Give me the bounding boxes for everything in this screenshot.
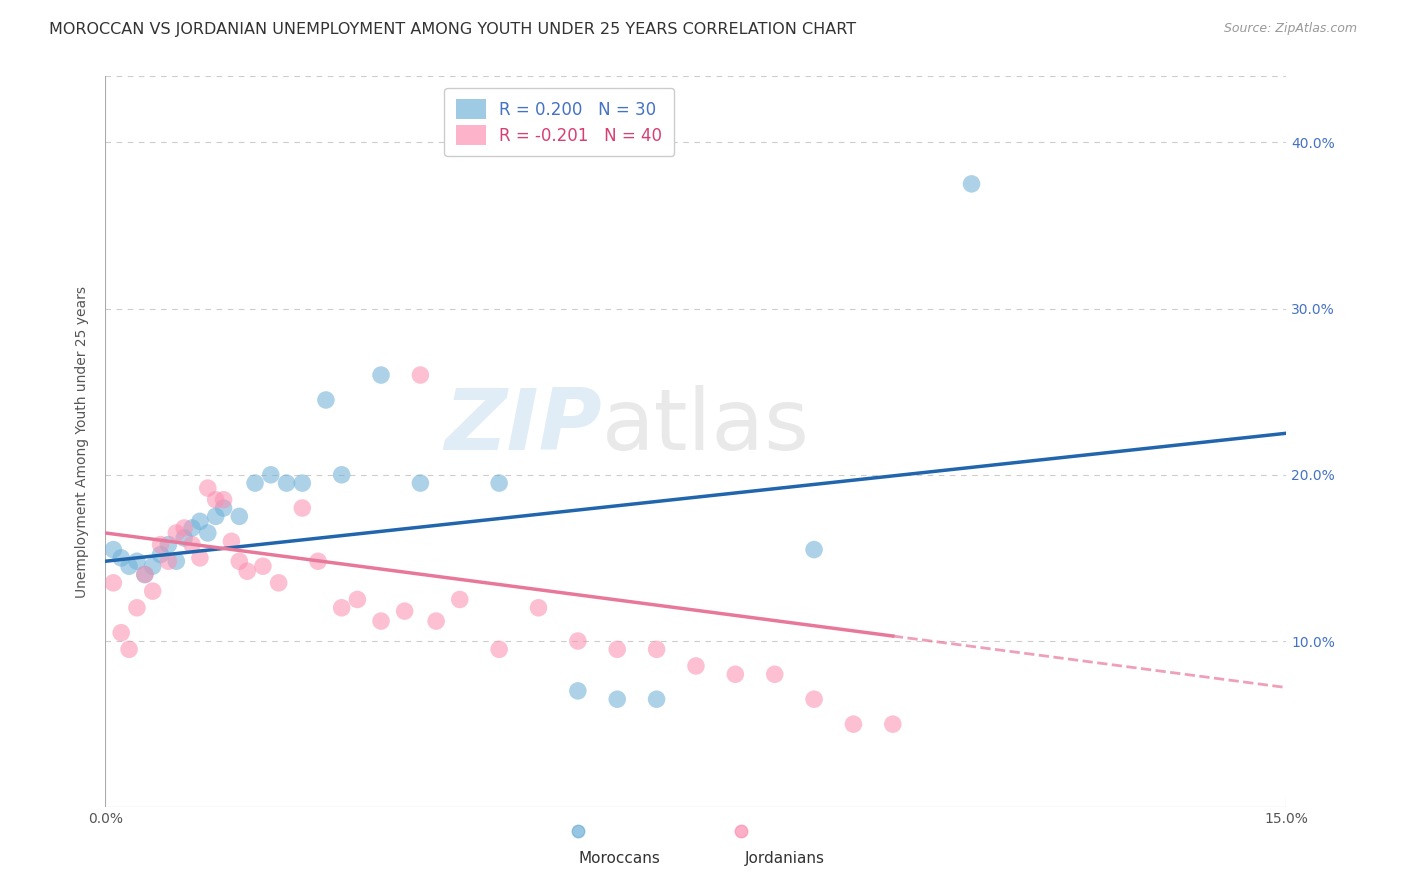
Text: Source: ZipAtlas.com: Source: ZipAtlas.com	[1223, 22, 1357, 36]
Point	[370, 368, 392, 382]
Point	[394, 604, 416, 618]
Point	[960, 177, 983, 191]
Point	[228, 509, 250, 524]
Point	[221, 534, 243, 549]
Point	[103, 575, 125, 590]
Point	[228, 554, 250, 568]
Point	[149, 538, 172, 552]
Text: Moroccans: Moroccans	[578, 851, 661, 866]
Point	[243, 476, 266, 491]
Point	[157, 538, 180, 552]
Point	[645, 692, 668, 706]
Point	[188, 550, 211, 565]
Point	[110, 625, 132, 640]
Text: atlas: atlas	[602, 385, 810, 468]
Point	[118, 559, 141, 574]
Point	[188, 514, 211, 528]
Point	[267, 575, 290, 590]
Point	[118, 642, 141, 657]
Point	[803, 692, 825, 706]
Legend: R = 0.200   N = 30, R = -0.201   N = 40: R = 0.200 N = 30, R = -0.201 N = 40	[444, 87, 673, 156]
Point	[291, 501, 314, 516]
Point	[142, 584, 165, 599]
Y-axis label: Unemployment Among Youth under 25 years: Unemployment Among Youth under 25 years	[76, 285, 90, 598]
Point	[110, 550, 132, 565]
Point	[567, 634, 589, 648]
Point	[276, 476, 298, 491]
Point	[763, 667, 786, 681]
Point	[165, 554, 187, 568]
Point	[291, 476, 314, 491]
Point	[330, 600, 353, 615]
Point	[645, 642, 668, 657]
Point	[212, 501, 235, 516]
Point	[330, 467, 353, 482]
Point	[197, 525, 219, 540]
Point	[527, 600, 550, 615]
Point	[173, 521, 195, 535]
Point	[724, 667, 747, 681]
Point	[165, 525, 187, 540]
Point	[425, 614, 447, 628]
Point	[685, 659, 707, 673]
Point	[346, 592, 368, 607]
Point	[449, 592, 471, 607]
Point	[606, 692, 628, 706]
Point	[204, 509, 226, 524]
Point	[173, 531, 195, 545]
Point	[882, 717, 904, 731]
Point	[409, 368, 432, 382]
Point	[134, 567, 156, 582]
Point	[204, 492, 226, 507]
Point	[488, 642, 510, 657]
Text: Jordanians: Jordanians	[745, 851, 824, 866]
Point	[307, 554, 329, 568]
Point	[157, 554, 180, 568]
Text: ZIP: ZIP	[444, 385, 602, 468]
Point	[142, 559, 165, 574]
Point	[125, 554, 148, 568]
Text: MOROCCAN VS JORDANIAN UNEMPLOYMENT AMONG YOUTH UNDER 25 YEARS CORRELATION CHART: MOROCCAN VS JORDANIAN UNEMPLOYMENT AMONG…	[49, 22, 856, 37]
Point	[567, 684, 589, 698]
Point	[125, 600, 148, 615]
Point	[103, 542, 125, 557]
Point	[315, 392, 337, 407]
Point	[803, 542, 825, 557]
Point	[236, 564, 259, 578]
Point	[606, 642, 628, 657]
Point	[409, 476, 432, 491]
Point	[212, 492, 235, 507]
Point	[842, 717, 865, 731]
Point	[134, 567, 156, 582]
Point	[370, 614, 392, 628]
Point	[260, 467, 283, 482]
Point	[197, 481, 219, 495]
Point	[252, 559, 274, 574]
Point	[181, 521, 204, 535]
Point	[149, 548, 172, 562]
Point	[488, 476, 510, 491]
Point	[181, 538, 204, 552]
